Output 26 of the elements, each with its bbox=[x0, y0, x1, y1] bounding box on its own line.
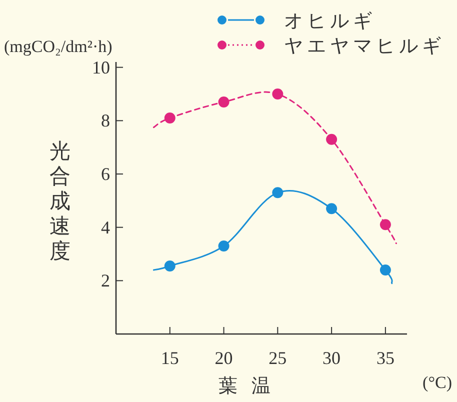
point bbox=[218, 96, 230, 108]
y-tick-label: 10 bbox=[92, 57, 110, 78]
point bbox=[164, 260, 176, 272]
legend-label: ヤエヤマヒルギ bbox=[284, 36, 445, 57]
point bbox=[218, 240, 230, 252]
point bbox=[380, 264, 391, 276]
x-tick-label: 15 bbox=[160, 348, 179, 368]
text: (°C) bbox=[422, 373, 452, 392]
y-tick-label: 8 bbox=[101, 110, 110, 131]
y-tick-label: 4 bbox=[101, 217, 110, 238]
y-tick-label: 2 bbox=[101, 270, 110, 291]
text: (mgCO₂/dm²·h) bbox=[4, 37, 112, 56]
y-tick-label: 6 bbox=[101, 164, 110, 184]
point bbox=[326, 203, 338, 214]
legend-label: オヒルギ bbox=[284, 11, 376, 32]
point bbox=[380, 219, 391, 230]
y-axis-title: 光合成速度 bbox=[50, 139, 70, 263]
point bbox=[272, 187, 284, 198]
x-tick-label: 35 bbox=[376, 348, 394, 368]
x-tick-label: 25 bbox=[268, 348, 287, 368]
point bbox=[326, 134, 338, 145]
point bbox=[164, 112, 176, 124]
x-tick-label: 20 bbox=[214, 348, 233, 368]
x-axis-title: 葉温 bbox=[218, 376, 284, 397]
point bbox=[272, 88, 284, 100]
x-tick-label: 30 bbox=[322, 348, 341, 368]
